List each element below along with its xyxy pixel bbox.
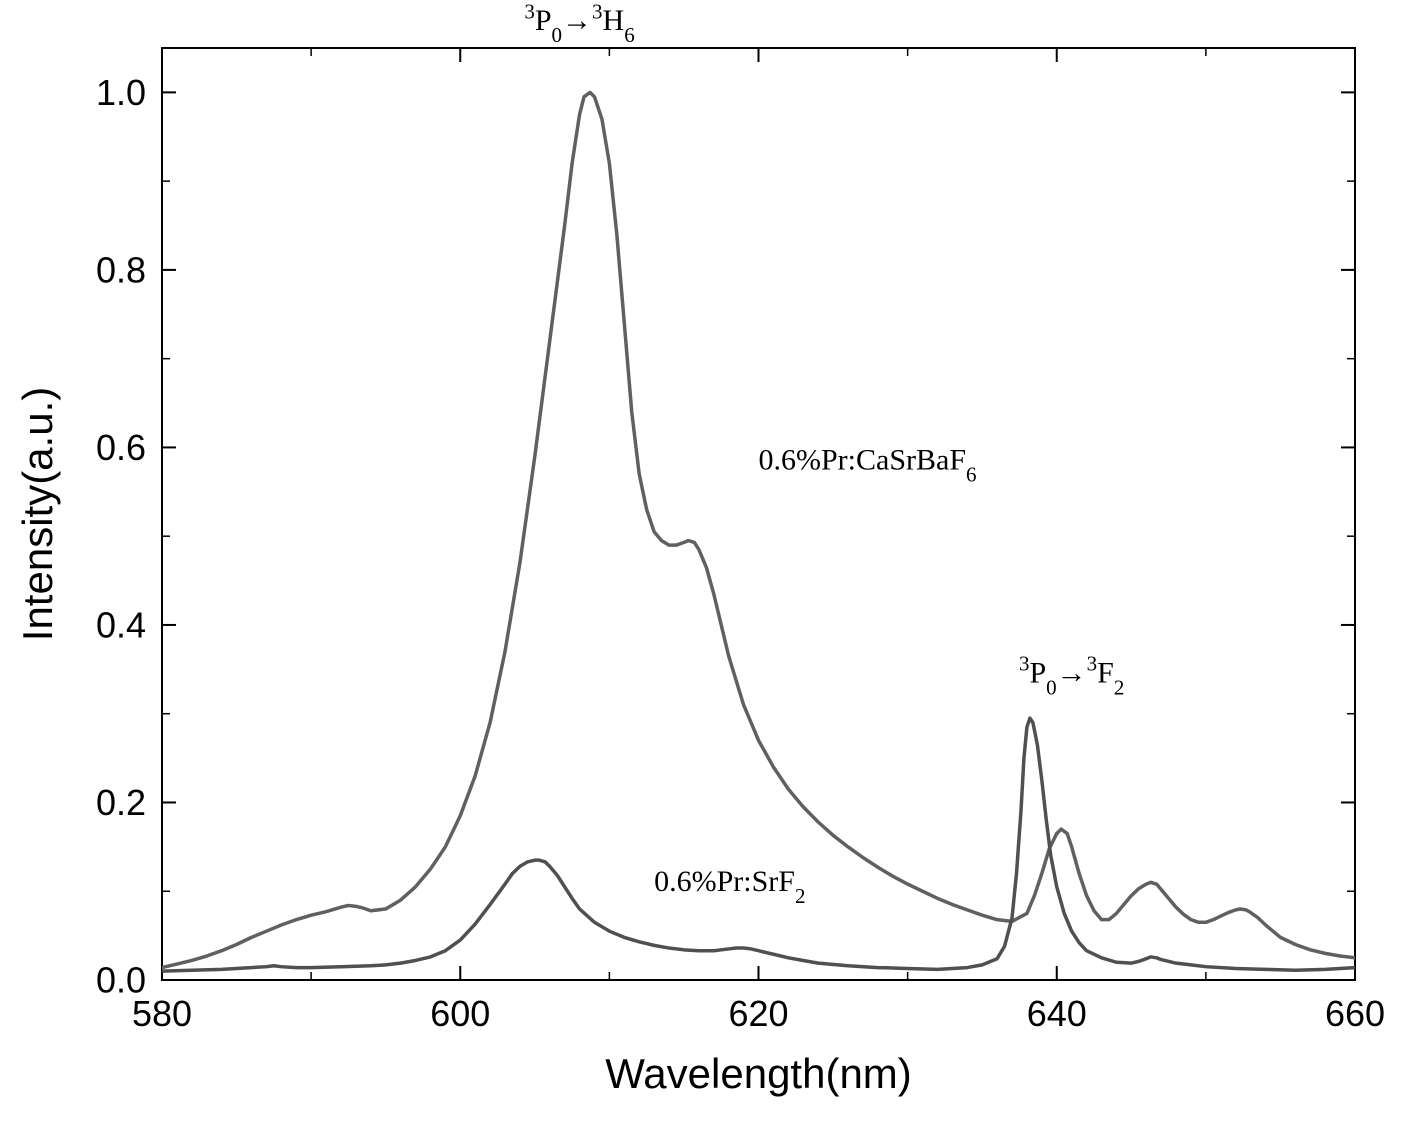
y-tick-label: 1.0 [96,72,146,113]
y-tick-label: 0.6 [96,427,146,468]
x-tick-label: 600 [430,993,490,1034]
y-tick-label: 0.8 [96,250,146,291]
x-tick-label: 660 [1325,993,1385,1034]
y-tick-label: 0.2 [96,782,146,823]
series-0.6%Pr:SrF2 [162,718,1355,971]
spectrum-chart: 5806006206406600.00.20.40.60.81.0Wavelen… [0,0,1403,1148]
y-tick-label: 0.0 [96,960,146,1001]
y-tick-label: 0.4 [96,605,146,646]
x-axis-title: Wavelength(nm) [605,1050,912,1097]
x-tick-label: 640 [1027,993,1087,1034]
label-srf2: 0.6%Pr:SrF2 [654,865,805,908]
label-casrbaf6: 0.6%Pr:CaSrBaF6 [759,444,977,487]
y-axis-title: Intensity(a.u.) [14,387,61,641]
series-0.6%Pr:CaSrBaF6 [162,92,1355,967]
chart-svg: 5806006206406600.00.20.40.60.81.0Wavelen… [0,0,1403,1148]
transition-3P0-3F2: 3P0→3F2 [1019,652,1124,700]
transition-3P0-3H6: 3P0→3H6 [524,0,634,47]
x-tick-label: 620 [728,993,788,1034]
